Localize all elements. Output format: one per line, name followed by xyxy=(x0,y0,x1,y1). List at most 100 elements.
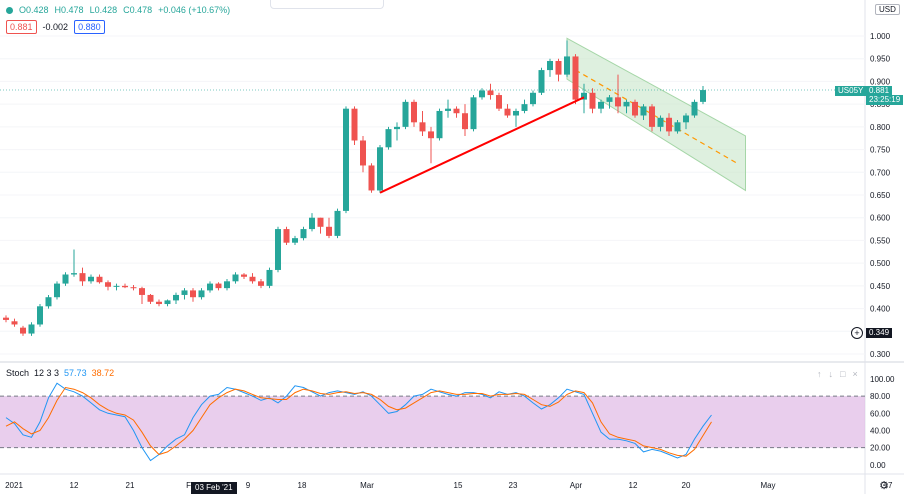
candle-body xyxy=(428,131,434,139)
stoch-y-tick-label: 0.00 xyxy=(870,461,886,470)
candle-body xyxy=(564,56,570,75)
countdown-tag: 23:25:19 xyxy=(866,95,904,105)
pane-maximize-icon[interactable]: □ xyxy=(840,369,846,379)
candle-body xyxy=(317,217,324,227)
candle-body xyxy=(513,110,519,116)
pane-down-icon[interactable]: ↓ xyxy=(828,369,834,379)
sell-price-button[interactable]: 0.881 xyxy=(6,20,37,34)
channel-midline xyxy=(575,69,738,164)
stoch-y-tick-label: 60.00 xyxy=(870,409,891,418)
candle-body xyxy=(215,283,222,289)
candle-body xyxy=(130,287,137,289)
candle-body xyxy=(411,101,417,123)
candle-body xyxy=(700,90,706,102)
x-tick-label: May xyxy=(760,481,775,490)
candle-body xyxy=(615,97,621,107)
plus-icon[interactable]: + xyxy=(851,327,863,339)
stoch-line xyxy=(5,386,712,457)
stoch-k-value: 57.73 xyxy=(64,368,87,378)
ohlc-low: L0.428 xyxy=(89,5,118,15)
candle-body xyxy=(589,92,596,109)
candle-body xyxy=(283,229,290,243)
stoch-legend: Stoch 12 3 3 57.73 38.72 xyxy=(6,368,114,378)
candle-body xyxy=(326,226,332,236)
ohlc-close: C0.478 xyxy=(123,5,153,15)
candle-body xyxy=(436,110,443,139)
y-tick-label: 0.800 xyxy=(870,123,891,132)
stoch-name: Stoch xyxy=(6,368,30,378)
candle-body xyxy=(37,306,43,325)
candle-body xyxy=(657,117,664,127)
candle-body xyxy=(20,327,26,334)
y-tick-label: 0.450 xyxy=(870,282,891,291)
candle-body xyxy=(351,108,358,141)
crosshair-price-tag: 0.349 xyxy=(866,328,893,338)
x-tick-label: Mar xyxy=(360,481,374,490)
candle-body xyxy=(640,106,647,116)
candle-body xyxy=(419,122,426,132)
y-tick-label: 0.300 xyxy=(870,350,891,359)
y-tick-label: 0.500 xyxy=(870,259,891,268)
bid-ask-row: 0.881 -0.002 0.880 xyxy=(6,20,105,34)
pane-up-icon[interactable]: ↑ xyxy=(817,369,822,379)
candle-body xyxy=(164,300,171,305)
x-tick-label: 17 xyxy=(884,481,893,490)
x-tick-label: 20 xyxy=(682,481,691,490)
candle-body xyxy=(54,283,60,298)
symbol-dot-icon xyxy=(6,6,13,14)
candle-body xyxy=(598,101,604,109)
buy-price-button[interactable]: 0.880 xyxy=(74,20,105,34)
candle-body xyxy=(402,101,409,127)
candle-body xyxy=(649,106,655,127)
y-tick-label: 0.550 xyxy=(870,236,891,245)
stoch-y-tick-label: 40.00 xyxy=(870,426,891,435)
x-tick-label: 18 xyxy=(298,481,307,490)
top-tab-handle[interactable] xyxy=(270,0,384,9)
candle-body xyxy=(156,301,162,305)
trend-line xyxy=(379,96,585,194)
y-tick-label: 0.600 xyxy=(870,214,891,223)
gear-icon[interactable]: ⚙ xyxy=(879,480,889,492)
candle-body xyxy=(530,92,536,105)
y-tick-label: 0.650 xyxy=(870,191,891,200)
candle-body xyxy=(377,147,383,191)
candle-body xyxy=(62,274,69,284)
ohlc-legend: O0.428 H0.478 L0.428 C0.478 +0.046 (+10.… xyxy=(6,5,230,15)
x-tick-label: 23 xyxy=(509,481,518,490)
candle-body xyxy=(555,60,562,75)
candle-body xyxy=(45,297,52,307)
date-badge: 03 Feb '21 xyxy=(191,482,237,494)
candle-body xyxy=(198,290,205,298)
candle-body xyxy=(122,285,128,288)
currency-button[interactable]: USD xyxy=(875,4,900,15)
stoch-params: 12 3 3 xyxy=(34,368,60,378)
y-tick-label: 0.900 xyxy=(870,77,891,86)
candle-body xyxy=(190,290,196,298)
stoch-y-tick-label: 100.00 xyxy=(870,375,895,384)
candle-body xyxy=(470,97,477,130)
y-tick-label: 1.000 xyxy=(870,32,891,41)
candle-body xyxy=(207,283,213,291)
candle-body xyxy=(487,90,494,96)
candle-body xyxy=(232,274,239,282)
candle-body xyxy=(343,108,349,211)
last-price-tag: 0.881 xyxy=(866,86,893,96)
x-tick-label: 12 xyxy=(70,481,79,490)
candle-body xyxy=(521,104,528,111)
candle-body xyxy=(71,273,77,275)
pane-close-icon[interactable]: × xyxy=(852,369,858,379)
candle-body xyxy=(623,101,630,107)
candle-body xyxy=(79,273,86,282)
candle-body xyxy=(309,217,315,230)
candle-body xyxy=(504,108,511,116)
spread-value: -0.002 xyxy=(42,22,69,32)
candle-body xyxy=(547,60,553,71)
candle-body xyxy=(105,282,111,287)
ohlc-open: O0.428 xyxy=(19,5,49,15)
y-tick-label: 0.950 xyxy=(870,55,891,64)
candle-body xyxy=(462,113,468,130)
candle-body xyxy=(300,229,307,239)
y-tick-label: 0.750 xyxy=(870,146,891,155)
y-tick-label: 0.400 xyxy=(870,305,891,314)
